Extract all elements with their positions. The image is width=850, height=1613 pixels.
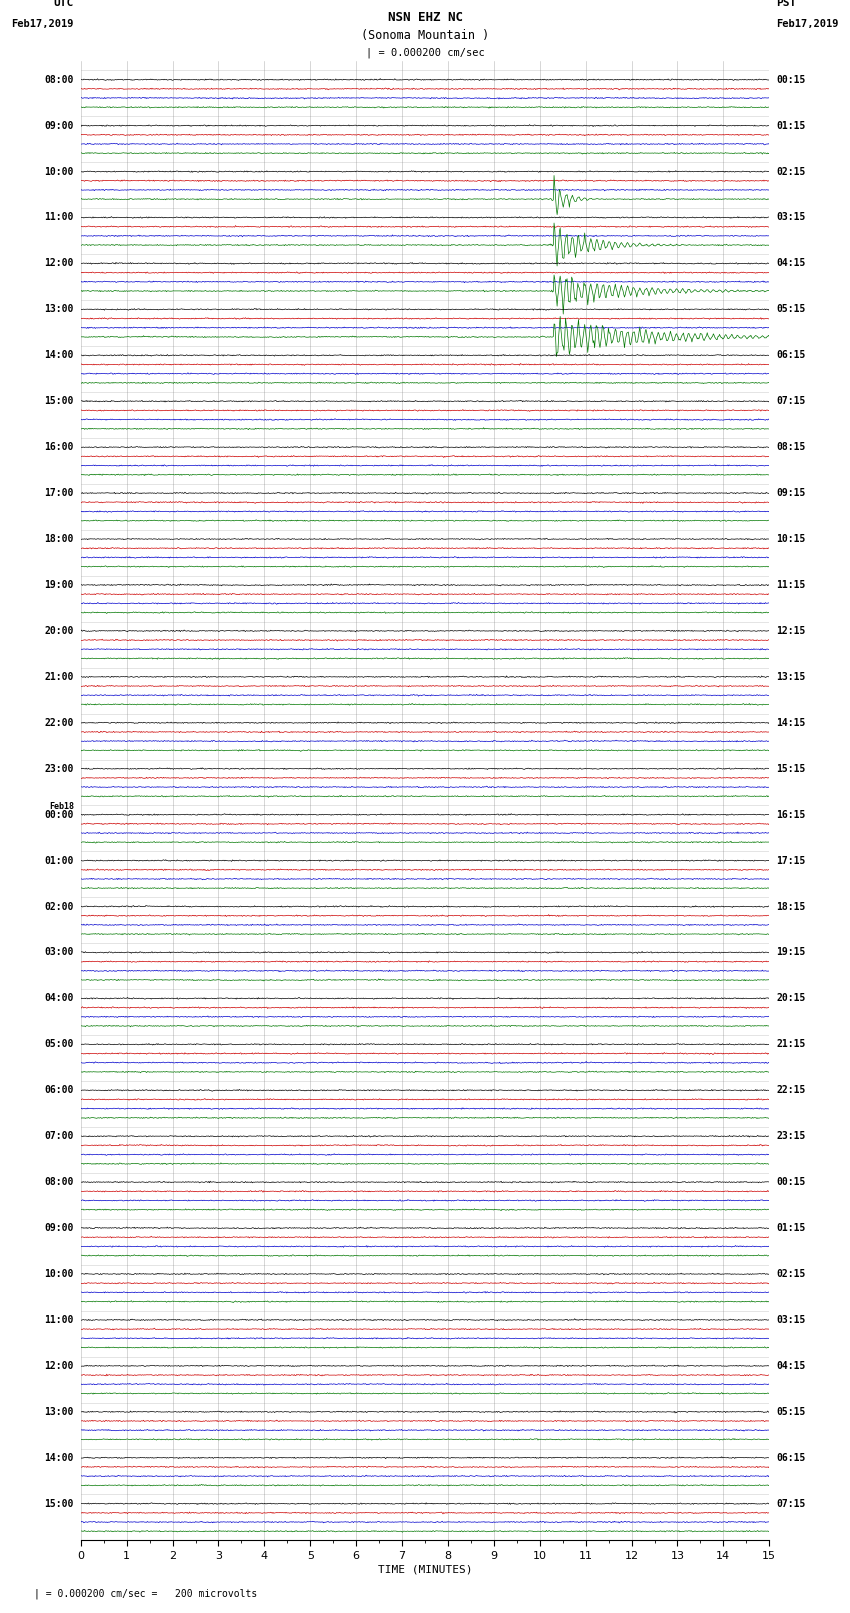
Text: 14:00: 14:00 (44, 1453, 74, 1463)
Text: 08:00: 08:00 (44, 1177, 74, 1187)
Text: UTC: UTC (54, 0, 74, 8)
Text: 21:15: 21:15 (776, 1039, 806, 1050)
Text: 09:15: 09:15 (776, 489, 806, 498)
Text: 00:15: 00:15 (776, 74, 806, 84)
Text: 07:15: 07:15 (776, 397, 806, 406)
Text: 00:15: 00:15 (776, 1177, 806, 1187)
Text: 06:15: 06:15 (776, 1453, 806, 1463)
Text: 17:15: 17:15 (776, 855, 806, 866)
Text: 08:00: 08:00 (44, 74, 74, 84)
Text: 08:15: 08:15 (776, 442, 806, 452)
Text: 13:00: 13:00 (44, 305, 74, 315)
Text: 21:00: 21:00 (44, 673, 74, 682)
Text: 13:00: 13:00 (44, 1407, 74, 1416)
Text: 11:15: 11:15 (776, 581, 806, 590)
Text: 13:15: 13:15 (776, 673, 806, 682)
Text: 01:00: 01:00 (44, 855, 74, 866)
Text: 04:00: 04:00 (44, 994, 74, 1003)
Text: 03:15: 03:15 (776, 1315, 806, 1324)
Text: 16:15: 16:15 (776, 810, 806, 819)
Text: Feb17,2019: Feb17,2019 (11, 19, 74, 29)
Text: 14:15: 14:15 (776, 718, 806, 727)
Text: 00:00: 00:00 (44, 810, 74, 819)
Text: 10:00: 10:00 (44, 166, 74, 176)
Text: 20:00: 20:00 (44, 626, 74, 636)
Text: 09:00: 09:00 (44, 121, 74, 131)
Text: Feb18: Feb18 (48, 802, 74, 811)
Text: 19:00: 19:00 (44, 581, 74, 590)
X-axis label: TIME (MINUTES): TIME (MINUTES) (377, 1565, 473, 1574)
Text: (Sonoma Mountain ): (Sonoma Mountain ) (361, 29, 489, 42)
Text: 02:15: 02:15 (776, 1269, 806, 1279)
Text: 23:15: 23:15 (776, 1131, 806, 1140)
Text: 17:00: 17:00 (44, 489, 74, 498)
Text: 10:00: 10:00 (44, 1269, 74, 1279)
Text: 15:15: 15:15 (776, 763, 806, 774)
Text: 09:00: 09:00 (44, 1223, 74, 1232)
Text: 05:00: 05:00 (44, 1039, 74, 1050)
Text: 18:00: 18:00 (44, 534, 74, 544)
Text: 22:00: 22:00 (44, 718, 74, 727)
Text: 12:00: 12:00 (44, 1361, 74, 1371)
Text: 04:15: 04:15 (776, 1361, 806, 1371)
Text: 02:15: 02:15 (776, 166, 806, 176)
Text: 11:00: 11:00 (44, 1315, 74, 1324)
Text: 06:15: 06:15 (776, 350, 806, 360)
Text: 02:00: 02:00 (44, 902, 74, 911)
Text: 11:00: 11:00 (44, 213, 74, 223)
Text: 20:15: 20:15 (776, 994, 806, 1003)
Text: 05:15: 05:15 (776, 1407, 806, 1416)
Text: 15:00: 15:00 (44, 1498, 74, 1508)
Text: 16:00: 16:00 (44, 442, 74, 452)
Text: 15:00: 15:00 (44, 397, 74, 406)
Text: PST: PST (776, 0, 796, 8)
Text: 10:15: 10:15 (776, 534, 806, 544)
Text: 01:15: 01:15 (776, 121, 806, 131)
Text: 23:00: 23:00 (44, 763, 74, 774)
Text: 03:00: 03:00 (44, 947, 74, 958)
Text: 12:15: 12:15 (776, 626, 806, 636)
Text: 07:15: 07:15 (776, 1498, 806, 1508)
Text: Feb17,2019: Feb17,2019 (776, 19, 839, 29)
Text: 22:15: 22:15 (776, 1086, 806, 1095)
Text: 04:15: 04:15 (776, 258, 806, 268)
Text: 01:15: 01:15 (776, 1223, 806, 1232)
Text: 03:15: 03:15 (776, 213, 806, 223)
Text: 18:15: 18:15 (776, 902, 806, 911)
Text: | = 0.000200 cm/sec: | = 0.000200 cm/sec (366, 48, 484, 58)
Text: 07:00: 07:00 (44, 1131, 74, 1140)
Text: 12:00: 12:00 (44, 258, 74, 268)
Text: 06:00: 06:00 (44, 1086, 74, 1095)
Text: NSN EHZ NC: NSN EHZ NC (388, 11, 462, 24)
Text: 19:15: 19:15 (776, 947, 806, 958)
Text: 14:00: 14:00 (44, 350, 74, 360)
Text: 05:15: 05:15 (776, 305, 806, 315)
Text: | = 0.000200 cm/sec =   200 microvolts: | = 0.000200 cm/sec = 200 microvolts (34, 1589, 258, 1600)
